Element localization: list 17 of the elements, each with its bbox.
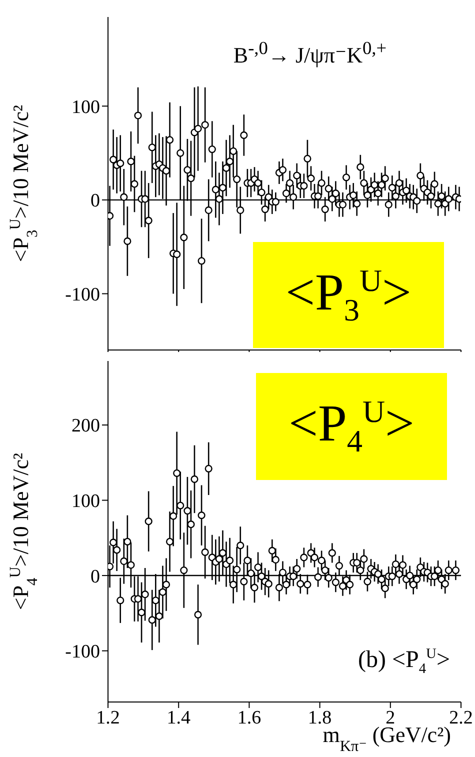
y-tick-label: -100 — [65, 284, 100, 306]
x-tick-label: 1.8 — [308, 707, 332, 728]
y-tick-label: 0 — [90, 190, 100, 212]
text: B$^{-,0}$→ J/ψπ⁻K$^{0,+}$ — [232, 38, 388, 68]
annotation: <P$_{4}$$^{U}$> — [288, 394, 414, 459]
x-tick-label: 1.2 — [96, 707, 120, 728]
x-tick-label: 1.4 — [166, 707, 191, 728]
annotation: (b) <P$_{4}$$^{U}$> — [358, 646, 450, 678]
annotation: <P$_{3}$$^{U}$> — [286, 262, 412, 328]
y-tick-label: 100 — [72, 96, 100, 118]
x-tick-label: 2 — [386, 707, 396, 728]
y-tick-label: 200 — [72, 416, 100, 437]
y-tick-label: -100 — [65, 642, 100, 663]
y-tick-label: 100 — [72, 491, 100, 512]
y-tick-label: 0 — [90, 566, 100, 588]
x-tick-label: 1.6 — [237, 707, 262, 728]
x-tick-label: 2.2 — [449, 707, 473, 728]
